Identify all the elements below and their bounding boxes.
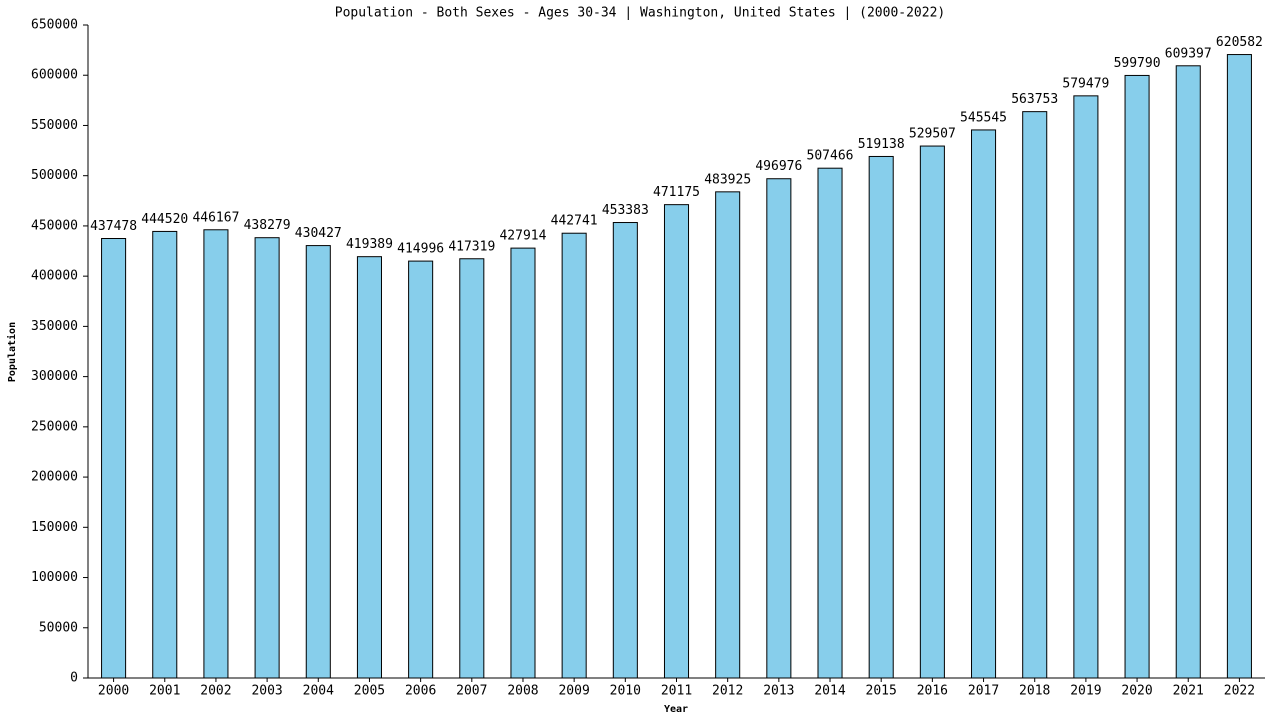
bar: [1175, 65, 1201, 679]
y-tick-label: 0: [70, 671, 78, 686]
bar: [868, 155, 894, 679]
x-tick-label: 2019: [1070, 684, 1101, 699]
value-label: 609397: [1165, 46, 1212, 61]
x-tick-label: 2006: [405, 684, 436, 699]
y-tick-label: 50000: [39, 620, 78, 635]
x-tick-label: 2004: [303, 684, 334, 699]
value-label: 529507: [909, 127, 956, 142]
value-label: 620582: [1216, 35, 1263, 50]
bar: [1124, 74, 1150, 679]
y-tick-label: 500000: [31, 168, 78, 183]
value-label: 599790: [1114, 56, 1161, 71]
bar: [203, 229, 229, 679]
y-tick-label: 250000: [31, 419, 78, 434]
x-tick-label: 2003: [251, 684, 282, 699]
x-tick-label: 2018: [1019, 684, 1050, 699]
value-label: 579479: [1062, 76, 1109, 91]
y-tick-label: 400000: [31, 269, 78, 284]
value-label: 437478: [90, 219, 137, 234]
chart-title: Population - Both Sexes - Ages 30-34 | W…: [335, 6, 945, 21]
value-label: 414996: [397, 242, 444, 257]
y-tick-label: 450000: [31, 218, 78, 233]
x-tick-label: 2022: [1224, 684, 1255, 699]
x-tick-label: 2011: [661, 684, 692, 699]
y-tick-label: 100000: [31, 570, 78, 585]
value-label: 471175: [653, 185, 700, 200]
x-tick-label: 2007: [456, 684, 487, 699]
y-tick-label: 200000: [31, 470, 78, 485]
y-tick-label: 550000: [31, 118, 78, 133]
bar: [101, 238, 127, 679]
y-tick-label: 300000: [31, 369, 78, 384]
bar: [817, 167, 843, 679]
value-label: 417319: [448, 239, 495, 254]
x-tick-label: 2012: [712, 684, 743, 699]
x-tick-label: 2001: [149, 684, 180, 699]
x-tick-label: 2009: [558, 684, 589, 699]
value-label: 446167: [192, 210, 239, 225]
x-tick-label: 2016: [917, 684, 948, 699]
bar: [971, 129, 997, 679]
bar: [612, 222, 638, 679]
bar: [408, 260, 434, 679]
value-label: 496976: [755, 159, 802, 174]
x-tick-label: 2017: [968, 684, 999, 699]
bar: [715, 191, 741, 679]
x-tick-label: 2000: [98, 684, 129, 699]
bar: [356, 256, 382, 679]
y-tick-label: 350000: [31, 319, 78, 334]
value-label: 419389: [346, 237, 393, 252]
y-tick-label: 600000: [31, 68, 78, 83]
bar: [561, 232, 587, 679]
value-label: 444520: [141, 212, 188, 227]
x-tick-label: 2010: [610, 684, 641, 699]
bar: [459, 258, 485, 679]
value-label: 483925: [704, 172, 751, 187]
x-tick-label: 2002: [200, 684, 231, 699]
y-tick-label: 150000: [31, 520, 78, 535]
bar: [152, 230, 178, 679]
value-label: 453383: [602, 203, 649, 218]
x-tick-label: 2020: [1121, 684, 1152, 699]
bar: [305, 245, 331, 679]
bar: [919, 145, 945, 679]
value-label: 442741: [551, 214, 598, 229]
x-tick-label: 2014: [814, 684, 845, 699]
bar: [510, 247, 536, 679]
x-tick-label: 2015: [866, 684, 897, 699]
x-tick-label: 2008: [507, 684, 538, 699]
x-axis-label: Year: [664, 704, 688, 715]
bar: [1022, 111, 1048, 679]
bar: [254, 237, 280, 679]
bar: [663, 204, 690, 679]
bar: [1073, 95, 1099, 679]
value-label: 430427: [295, 226, 342, 241]
x-tick-label: 2005: [354, 684, 385, 699]
value-label: 507466: [807, 149, 854, 164]
value-label: 427914: [499, 229, 546, 244]
x-tick-label: 2013: [763, 684, 794, 699]
bar: [766, 178, 792, 679]
bar: [1226, 54, 1252, 679]
value-label: 438279: [244, 218, 291, 233]
value-label: 563753: [1011, 92, 1058, 107]
value-label: 519138: [858, 137, 905, 152]
x-tick-label: 2021: [1173, 684, 1204, 699]
value-label: 545545: [960, 110, 1007, 125]
y-axis-label: Population: [6, 322, 18, 382]
y-tick-label: 650000: [31, 18, 78, 33]
